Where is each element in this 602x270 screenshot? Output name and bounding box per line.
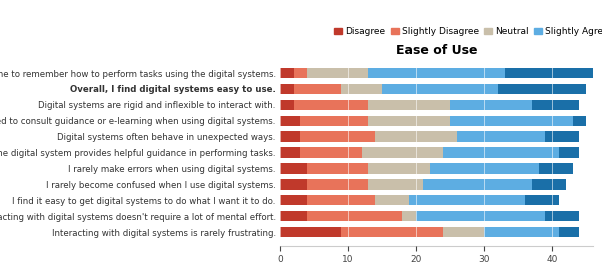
Bar <box>382 84 498 94</box>
Bar <box>280 211 307 221</box>
Bar <box>443 227 484 237</box>
Bar <box>280 147 300 158</box>
Bar <box>430 163 539 174</box>
Bar <box>341 84 382 94</box>
Bar <box>280 179 307 190</box>
Bar <box>368 163 430 174</box>
Bar <box>484 227 559 237</box>
Bar <box>545 211 579 221</box>
Bar <box>443 147 559 158</box>
Bar <box>294 68 307 78</box>
Bar <box>375 195 409 205</box>
Bar <box>402 211 416 221</box>
Bar <box>450 116 573 126</box>
Bar <box>280 195 307 205</box>
Bar <box>307 163 368 174</box>
Bar <box>294 100 368 110</box>
Bar <box>504 68 593 78</box>
Bar <box>532 179 566 190</box>
Bar <box>525 195 559 205</box>
Bar <box>300 147 362 158</box>
Bar <box>341 227 443 237</box>
Bar <box>539 163 573 174</box>
Title: Ease of Use: Ease of Use <box>396 44 477 57</box>
Bar <box>457 131 545 142</box>
Bar <box>280 163 307 174</box>
Bar <box>559 227 579 237</box>
Bar <box>307 179 368 190</box>
Bar <box>307 211 402 221</box>
Bar <box>362 147 443 158</box>
Bar <box>280 131 300 142</box>
Bar <box>280 100 294 110</box>
Bar <box>368 179 423 190</box>
Bar <box>532 100 579 110</box>
Bar <box>498 84 586 94</box>
Bar <box>280 227 341 237</box>
Bar <box>307 68 368 78</box>
Bar <box>545 131 579 142</box>
Legend: Disagree, Slightly Disagree, Neutral, Slightly Agree, Agree: Disagree, Slightly Disagree, Neutral, Sl… <box>330 24 602 40</box>
Bar <box>300 131 375 142</box>
Bar <box>423 179 532 190</box>
Bar <box>307 195 375 205</box>
Bar <box>573 116 586 126</box>
Bar <box>280 84 294 94</box>
Bar <box>300 116 368 126</box>
Bar <box>450 100 532 110</box>
Bar <box>280 68 294 78</box>
Bar <box>368 68 504 78</box>
Bar <box>368 116 450 126</box>
Bar <box>416 211 545 221</box>
Bar <box>368 100 450 110</box>
Bar <box>409 195 525 205</box>
Bar <box>294 84 341 94</box>
Bar <box>280 116 300 126</box>
Bar <box>559 147 579 158</box>
Bar <box>375 131 457 142</box>
